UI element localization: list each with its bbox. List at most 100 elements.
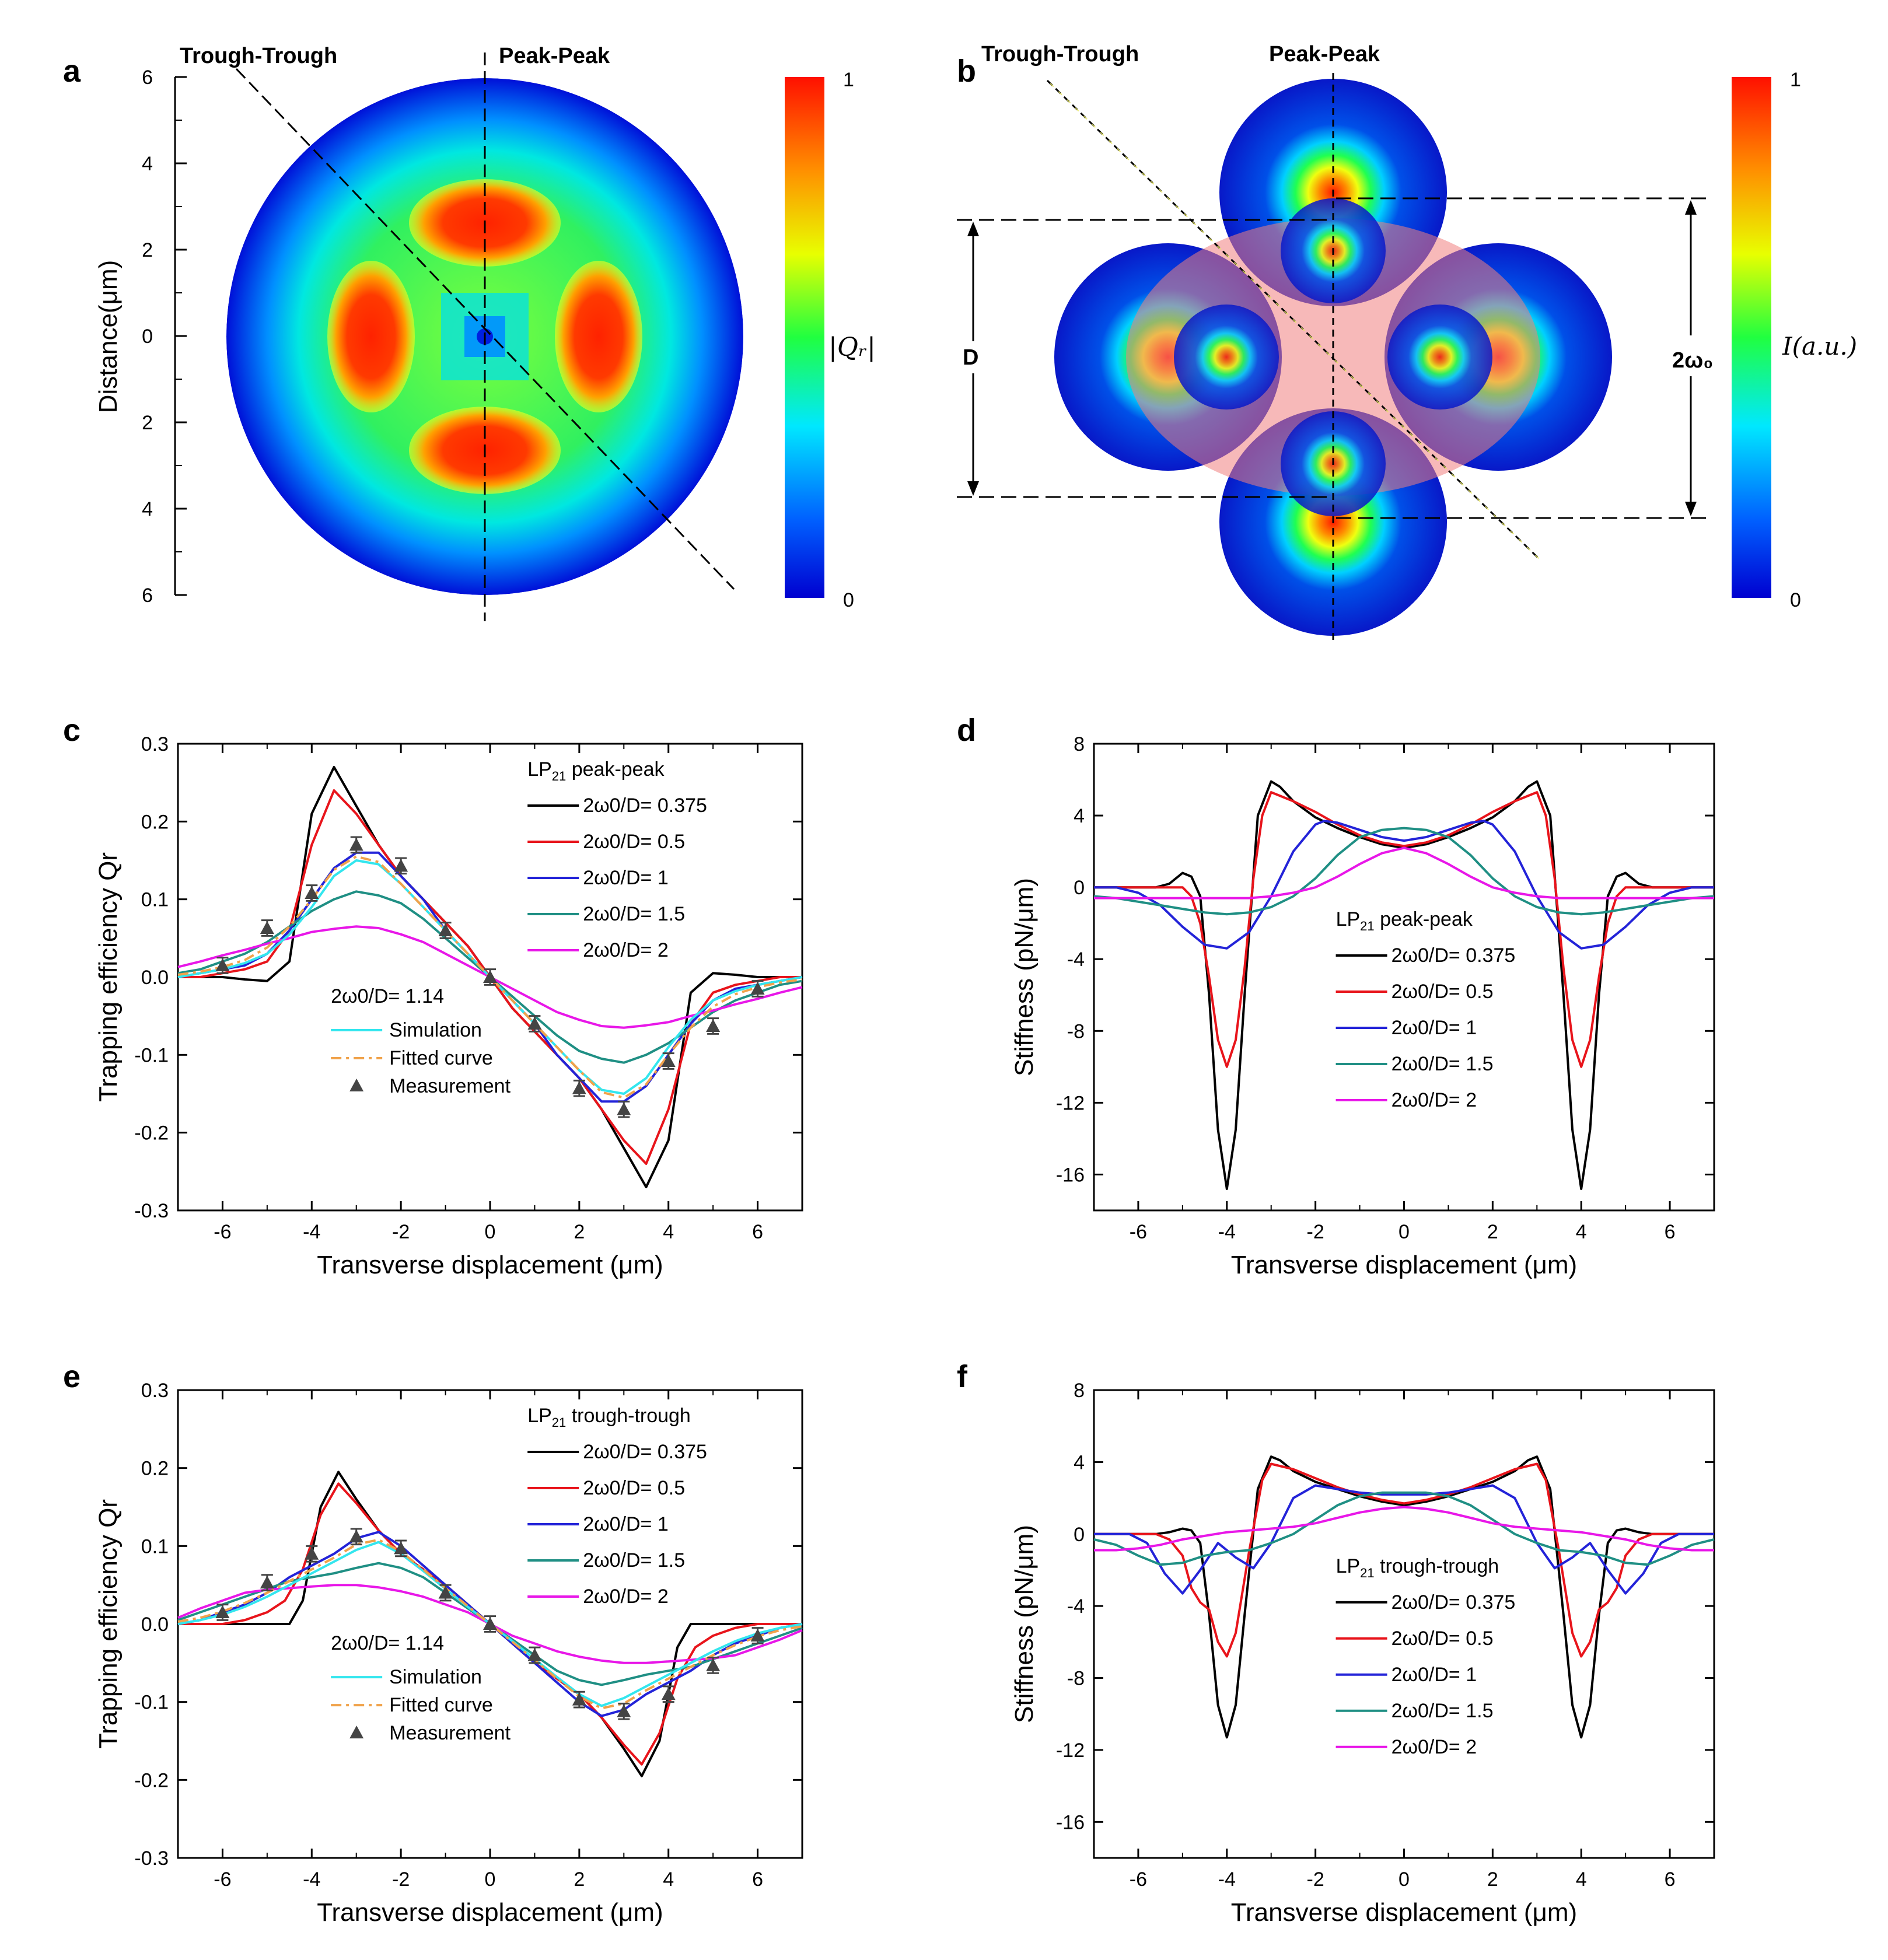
- ytick-label: 8: [1074, 1380, 1085, 1402]
- y-axis-label: Stiffness (pN/μm): [1010, 1525, 1039, 1723]
- panel-label-f: f: [957, 1359, 968, 1394]
- inset-title: 2ω0/D= 1.14: [331, 1632, 444, 1654]
- xtick-label: 6: [752, 1221, 763, 1243]
- measurement-point: [438, 1586, 453, 1599]
- a-peak-label: Peak-Peak: [499, 44, 610, 68]
- a-ytick-label: 6: [142, 584, 153, 607]
- measurement-point: [527, 1648, 542, 1661]
- measurement-point: [215, 1605, 230, 1618]
- xtick-label: 0: [1398, 1868, 1410, 1891]
- colorbar-a-max: 1: [843, 69, 854, 91]
- measurement-point: [661, 1687, 676, 1700]
- panel-label-a: a: [63, 54, 81, 89]
- y-axis-label: Trapping efficiency Qr: [94, 852, 123, 1102]
- b-peak-label: Peak-Peak: [1269, 42, 1380, 66]
- ytick-label: -0.2: [134, 1769, 169, 1791]
- inset-measure-marker: [349, 1079, 364, 1091]
- measurement-point: [260, 921, 274, 934]
- inset-title: 2ω0/D= 1.14: [331, 985, 444, 1007]
- measurement-point: [483, 970, 497, 983]
- series-line: [1094, 846, 1714, 900]
- measurement-point: [438, 923, 453, 936]
- chart-e: e -6 -4 -2 0 2 4 6 0.3 0.2 0.1 0.0 -0.1 -0.2 -0.3 Trans…: [63, 1359, 803, 1927]
- series-line: [1094, 791, 1714, 1068]
- ytick-label: -8: [1067, 1668, 1085, 1690]
- panel-label-d: d: [957, 713, 976, 748]
- ytick-label: 0.2: [141, 1458, 169, 1480]
- plot-frame: [1093, 743, 1715, 1212]
- ytick-label: -0.1: [134, 1044, 169, 1066]
- ytick-label: -4: [1067, 949, 1085, 971]
- legend-entry: 2ω0/D= 1: [1391, 1017, 1477, 1039]
- panel-label-b: b: [957, 54, 976, 89]
- hot-lobe-left: [327, 261, 415, 412]
- legend-entry: 2ω0/D= 1.5: [583, 1549, 685, 1572]
- chart-d: d -6 -4 -2 0 2 4 6 8 4 0 -4 -8 -12 -16 Transverse displ…: [957, 713, 1715, 1279]
- panel-label-c: c: [63, 713, 81, 748]
- legend-entry: 2ω0/D= 1: [583, 867, 669, 889]
- inset-entry: Simulation: [389, 1019, 482, 1041]
- legend-title: LP21 trough-trough: [1336, 1555, 1499, 1580]
- measurement-point: [706, 1658, 721, 1671]
- colorbar-b: [1732, 77, 1771, 598]
- plot-frame: [1093, 1389, 1715, 1859]
- series-line: [1094, 1484, 1714, 1595]
- series-line: [1094, 820, 1714, 950]
- legend-entry: 2ω0/D= 1.5: [583, 903, 685, 925]
- inset-entry: Measurement: [389, 1722, 511, 1744]
- ytick-label: -8: [1067, 1020, 1085, 1042]
- legend-entry: 2ω0/D= 2: [583, 1586, 669, 1608]
- series-line: [1093, 827, 1715, 916]
- xtick-label: 2: [574, 1221, 585, 1243]
- xtick-label: 6: [1665, 1868, 1676, 1891]
- ytick-label: 4: [1074, 1451, 1085, 1474]
- measurement-point: [617, 1102, 631, 1115]
- legend-title: LP21 peak-peak: [1336, 908, 1473, 933]
- xtick-label: -4: [303, 1868, 320, 1891]
- inset-entry: Measurement: [389, 1075, 511, 1097]
- legend-entry: 2ω0/D= 0.5: [583, 1477, 685, 1499]
- legend-entry: 2ω0/D= 0.5: [583, 831, 685, 853]
- measurement-point: [394, 859, 408, 872]
- ytick-label: -0.1: [134, 1692, 169, 1714]
- x-axis-label: Transverse displacement (μm): [317, 1251, 663, 1279]
- legend-entry: 2ω0/D= 1: [1391, 1664, 1477, 1686]
- ytick-label: -16: [1056, 1811, 1085, 1833]
- xtick-label: 2: [1487, 1868, 1498, 1891]
- xtick-label: -4: [1218, 1221, 1236, 1243]
- dim-label-2w0: 2ω₀: [1672, 348, 1713, 373]
- y-axis-label: Trapping efficiency Qr: [94, 1499, 123, 1749]
- series-line: [1093, 1491, 1715, 1566]
- ytick-label: 0.3: [141, 1380, 169, 1402]
- xtick-label: -6: [214, 1868, 231, 1891]
- series-line: [177, 855, 803, 1099]
- xtick-label: -6: [1130, 1868, 1147, 1891]
- ytick-label: -0.3: [134, 1200, 169, 1222]
- x-axis-label: Transverse displacement (μm): [317, 1898, 663, 1927]
- inset-entry: Fitted curve: [389, 1694, 493, 1716]
- ytick-label: 0.3: [141, 733, 169, 755]
- a-y-axis: 6 4 2 0 2 4 6: [142, 66, 187, 607]
- legend-entry: 2ω0/D= 0.375: [583, 794, 707, 817]
- legend-entry: 2ω0/D= 0.375: [1391, 1591, 1516, 1614]
- panel-b: b Trough-Trough Peak-Peak D 2ω₀ 1: [957, 42, 1857, 642]
- ytick-label: 0: [1074, 1524, 1085, 1546]
- ytick-label: 0.1: [141, 1535, 169, 1558]
- measurement-point: [750, 1629, 765, 1642]
- xtick-label: 6: [752, 1868, 763, 1891]
- legend-entry: 2ω0/D= 1.5: [1391, 1053, 1494, 1075]
- ytick-label: -0.2: [134, 1122, 169, 1144]
- measurement-point: [527, 1017, 542, 1030]
- ytick-label: 0: [1074, 877, 1085, 899]
- xtick-label: 2: [574, 1868, 585, 1891]
- chart-c: c -6 -4 -2 0 2 4 6 0.3 0.2 0.1 0.0 -0.1 -0.2 -0.3 Trans…: [63, 713, 803, 1279]
- colorbar-b-min: 0: [1790, 589, 1801, 611]
- measurement-point: [349, 838, 363, 851]
- panel-a: a 6 4 2 0 2 4 6 Distance(μm) Trough-Trough Pea…: [63, 44, 876, 621]
- inset-measure-marker: [349, 1726, 364, 1739]
- measurement-point: [572, 1692, 586, 1706]
- a-ytick-label: 0: [142, 326, 153, 348]
- colorbar-a: [785, 77, 824, 598]
- colorbar-a-label: |Qᵣ|: [828, 332, 876, 362]
- xtick-label: 4: [663, 1221, 674, 1243]
